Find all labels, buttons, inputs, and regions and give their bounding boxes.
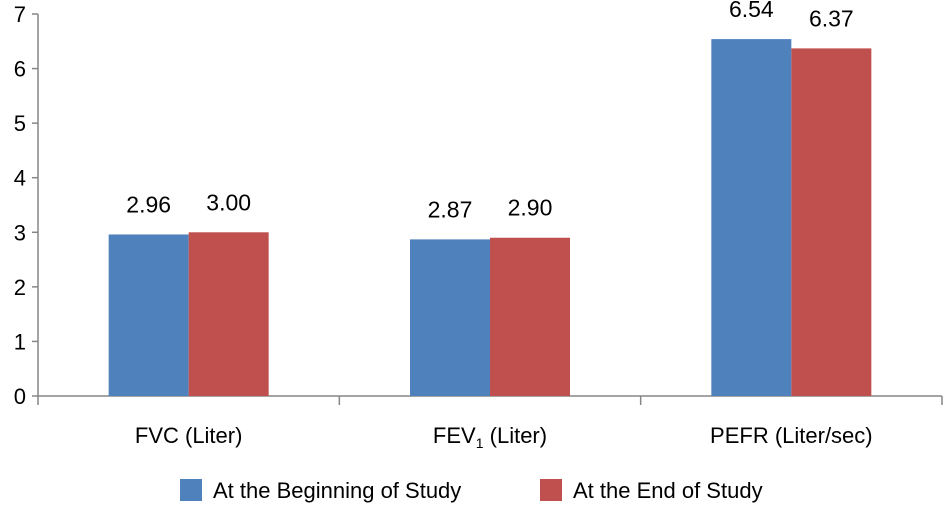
y-tick-label: 5 <box>14 111 26 136</box>
data-label: 6.54 <box>729 0 774 22</box>
y-tick-label: 1 <box>14 329 26 354</box>
y-tick-label: 2 <box>14 275 26 300</box>
bar <box>490 237 570 396</box>
y-tick-label: 4 <box>14 166 26 191</box>
data-label: 2.90 <box>508 195 553 221</box>
bar <box>188 232 269 396</box>
legend-swatch <box>180 479 202 501</box>
data-labels: 2.96 3.00 2.87 2.90 6.54 6.37 <box>126 0 853 222</box>
y-tick-label: 7 <box>14 2 26 27</box>
x-axis: FVC (Liter) FEV1 (Liter) PEFR (Liter/sec) <box>37 395 943 451</box>
legend-label: At the End of Study <box>573 478 763 503</box>
y-tick-label: 0 <box>14 384 26 409</box>
x-tick-label: PEFR (Liter/sec) <box>710 423 873 448</box>
y-tick-label: 3 <box>14 220 26 245</box>
legend-swatch <box>540 479 562 501</box>
bar <box>791 48 872 396</box>
bar <box>410 239 490 396</box>
x-tick-label: FEV1 (Liter) <box>433 423 547 451</box>
data-label: 3.00 <box>206 189 251 215</box>
bars <box>108 39 872 397</box>
bar <box>711 39 792 397</box>
data-label: 6.37 <box>809 5 854 31</box>
y-axis: 0 1 2 3 4 5 6 7 <box>14 2 39 409</box>
data-label: 2.87 <box>428 196 473 222</box>
bar <box>108 234 189 396</box>
y-tick-label: 6 <box>14 57 26 82</box>
data-label: 2.96 <box>126 191 171 217</box>
legend: At the Beginning of Study At the End of S… <box>180 478 763 503</box>
x-tick-label: FVC (Liter) <box>135 423 243 448</box>
legend-label: At the Beginning of Study <box>213 478 461 503</box>
